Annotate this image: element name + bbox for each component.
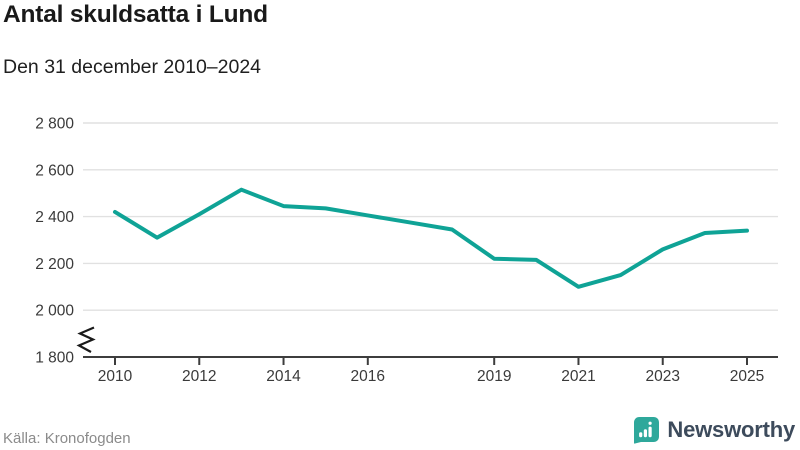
x-tick-label: 2019 <box>477 368 511 385</box>
bar-tall-exclamation <box>648 426 653 438</box>
y-tick-label: 2 200 <box>35 256 74 273</box>
bar-short <box>639 432 643 438</box>
x-tick-label: 2016 <box>351 368 385 385</box>
newsworthy-wordmark: Newsworthy <box>667 417 795 442</box>
y-tick-label: 1 800 <box>35 350 74 367</box>
x-tick-label: 2014 <box>266 368 301 385</box>
x-tick-label: 2012 <box>182 368 216 385</box>
newsworthy-bubble-icon <box>634 417 660 444</box>
chart-subtitle: Den 31 december 2010–2024 <box>3 56 262 78</box>
newsworthy-logo: Newsworthy <box>633 416 795 444</box>
x-tick-label: 2010 <box>98 368 133 385</box>
line-chart: 1 800 2 000 2 200 2 400 2 600 2 800 2010 2012 20… <box>35 116 778 385</box>
data-line <box>113 187 749 289</box>
axis-break-icon <box>76 326 96 353</box>
y-tick-label: 2 400 <box>35 209 74 226</box>
chart-title: Antal skuldsatta i Lund <box>3 1 268 28</box>
source-label: Källa: Kronofogden <box>3 430 131 447</box>
bar-medium <box>644 429 648 438</box>
y-tick-label: 2 000 <box>35 303 74 320</box>
x-tick-label: 2023 <box>645 368 679 385</box>
y-tick-label: 2 800 <box>35 116 74 133</box>
y-tick-label: 2 600 <box>35 162 74 179</box>
x-tick-label: 2025 <box>730 368 764 385</box>
x-tick-label: 2021 <box>561 368 595 385</box>
exclamation-dot <box>648 421 653 425</box>
